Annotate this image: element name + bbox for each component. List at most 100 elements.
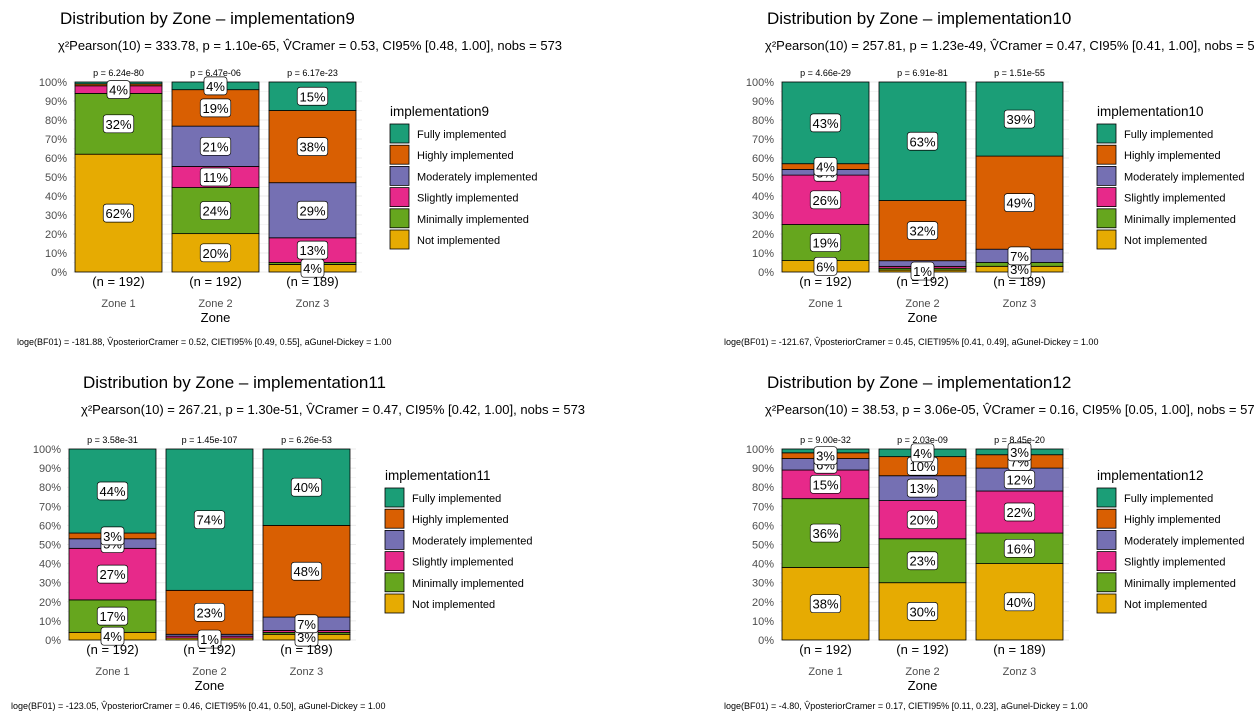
y-tick-label: 80% <box>752 482 774 494</box>
x-axis-label: Zone <box>201 310 231 325</box>
y-tick-label: 30% <box>752 578 774 590</box>
data-label-text: 32% <box>909 224 935 239</box>
legend-swatch <box>389 165 410 186</box>
chart-title: Distribution by Zone – implementation12 <box>767 373 1071 392</box>
legend-swatch <box>384 529 405 550</box>
data-label-text: 4% <box>816 160 835 175</box>
data-label-text: 4% <box>206 79 225 94</box>
data-label-box <box>203 76 228 96</box>
data-label-box <box>199 98 232 118</box>
data-label-text: 7% <box>1010 249 1029 264</box>
y-tick-label: 90% <box>39 463 61 475</box>
legend-swatch <box>1096 187 1117 208</box>
data-label: 40% <box>290 477 323 497</box>
legend-item-label: Slightly implemented <box>1124 193 1226 205</box>
legend-swatch <box>1096 487 1117 508</box>
y-tick-label: 0% <box>758 267 774 279</box>
y-tick-label: 100% <box>33 444 61 456</box>
chart-subtitle: χ²Pearson(10) = 267.21, p = 1.30e-51, V̂… <box>81 402 585 417</box>
data-label-text: 24% <box>202 204 228 219</box>
legend-item-label: Fully implemented <box>1124 493 1213 505</box>
chart-svg: Distribution by Zone – implementation12 χ… <box>724 373 1254 711</box>
data-label-box <box>290 477 323 497</box>
y-tick-label: 10% <box>39 616 61 628</box>
p-value-label: p = 4.66e-29 <box>800 68 851 78</box>
data-label: 20% <box>906 510 939 530</box>
x-axis-label: Zone <box>908 678 938 693</box>
data-label-text: 15% <box>812 477 838 492</box>
count-label: (n = 189) <box>993 274 1045 289</box>
data-label-box <box>296 240 329 260</box>
legend-swatch <box>1096 508 1117 529</box>
data-label: 11% <box>199 167 232 187</box>
y-tick-label: 80% <box>752 115 774 127</box>
legend-item-label: Slightly implemented <box>417 193 519 205</box>
data-label-box <box>197 629 222 649</box>
y-tick-label: 60% <box>752 153 774 165</box>
p-value-label: p = 2.03e-09 <box>897 435 948 445</box>
data-label-box <box>809 523 842 543</box>
count-label: (n = 192) <box>189 274 241 289</box>
data-label-text: 36% <box>812 526 838 541</box>
legend-title: implementation12 <box>1097 468 1204 483</box>
data-label: 38% <box>296 137 329 156</box>
p-value-label: p = 6.47e-06 <box>190 68 241 78</box>
data-label: 3% <box>1007 442 1032 462</box>
y-tick-label: 100% <box>39 77 67 89</box>
count-label: (n = 192) <box>183 642 235 657</box>
legend-swatch <box>389 144 410 165</box>
data-label-text: 3% <box>816 449 835 464</box>
data-label-text: 16% <box>1006 541 1032 556</box>
chart-title: Distribution by Zone – implementation9 <box>60 9 355 28</box>
p-value-label: p = 8.45e-20 <box>994 435 1045 445</box>
legend-item-label: Moderately implemented <box>1124 535 1244 547</box>
data-label-box <box>809 233 842 252</box>
data-label-text: 6% <box>816 259 835 274</box>
data-label-box <box>813 256 838 276</box>
data-label: 32% <box>102 114 135 134</box>
legend-item-label: Highly implemented <box>412 514 509 526</box>
data-label-box <box>102 203 135 223</box>
data-label-box <box>199 201 232 220</box>
p-value-label: p = 9.00e-32 <box>800 435 851 445</box>
x-tick-label: Zone 2 <box>905 666 939 678</box>
data-label: 44% <box>96 481 129 501</box>
data-label-text: 40% <box>1006 595 1032 610</box>
data-label: 43% <box>809 113 842 133</box>
data-label-text: 27% <box>99 567 125 582</box>
data-label-box <box>1003 109 1036 129</box>
data-label: 4% <box>300 258 325 278</box>
chart-subtitle: χ²Pearson(10) = 38.53, p = 3.06e-05, V̂C… <box>765 402 1254 417</box>
data-label: 4% <box>910 443 935 463</box>
legend-item-label: Moderately implemented <box>1124 171 1244 183</box>
legend-swatch <box>1096 551 1117 572</box>
y-tick-label: 50% <box>45 172 67 184</box>
legend-swatch <box>1096 208 1117 229</box>
legend-item-label: Fully implemented <box>1124 129 1213 141</box>
data-label-box <box>294 614 319 634</box>
data-label-text: 1% <box>913 264 932 279</box>
data-label-text: 20% <box>909 513 935 528</box>
chart-panel-implementation12: Distribution by Zone – implementation12 χ… <box>627 364 1254 727</box>
x-tick-label: Zone 1 <box>101 298 135 310</box>
data-label: 23% <box>906 551 939 571</box>
x-tick-label: Zonz 3 <box>1003 298 1037 310</box>
data-label: 19% <box>199 98 232 118</box>
legend-title: implementation10 <box>1097 104 1204 119</box>
data-label: 15% <box>296 86 329 106</box>
y-tick-label: 70% <box>752 501 774 513</box>
data-label-text: 39% <box>1006 112 1032 127</box>
data-label-box <box>96 564 129 584</box>
data-label: 48% <box>290 561 323 581</box>
data-label-text: 12% <box>1006 473 1032 488</box>
y-tick-label: 10% <box>752 248 774 260</box>
legend-swatch <box>1096 229 1117 250</box>
y-tick-label: 80% <box>45 115 67 127</box>
data-label: 6% <box>813 256 838 276</box>
y-tick-label: 0% <box>51 267 67 279</box>
x-tick-label: Zone 2 <box>905 298 939 310</box>
chart-panel-implementation11: Distribution by Zone – implementation11 χ… <box>0 364 627 727</box>
data-label: 1% <box>197 629 222 649</box>
data-label: 39% <box>1003 109 1036 129</box>
y-tick-label: 70% <box>752 134 774 146</box>
